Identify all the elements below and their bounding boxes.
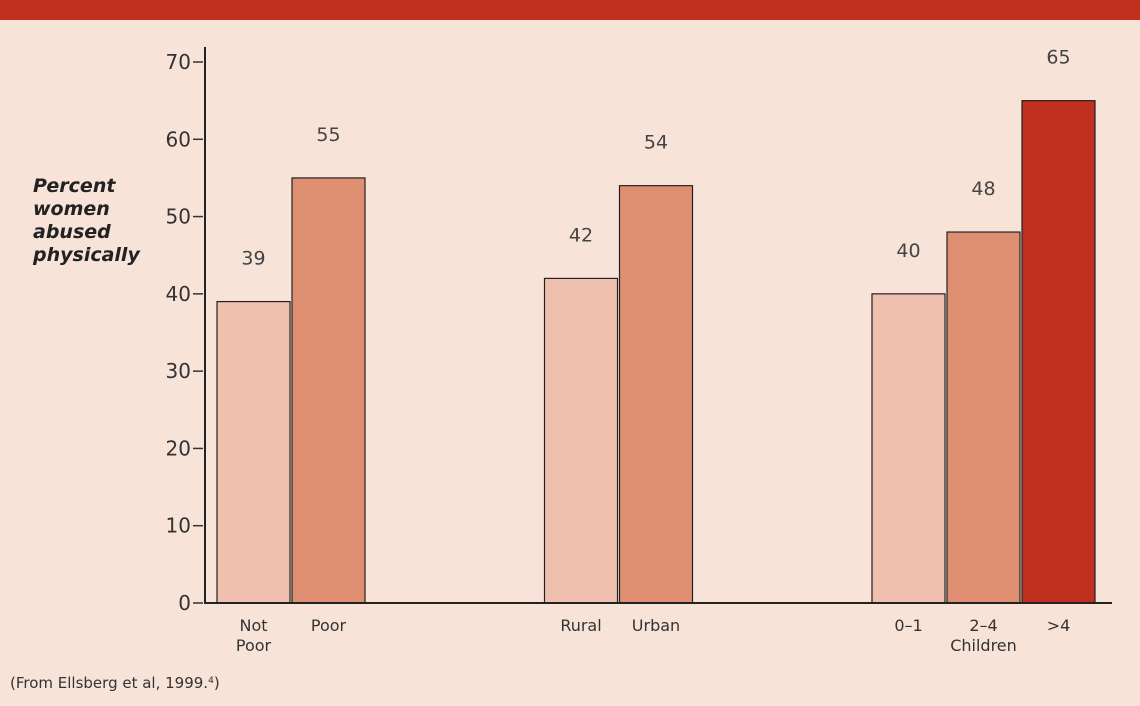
x-tick-label: Not Poor [236, 616, 272, 655]
source-part: ) [214, 674, 220, 692]
bar [543, 277, 619, 604]
x-tick-label: 2–4 [969, 616, 997, 635]
y-axis-label-line: abused [33, 221, 111, 243]
source-part: (From Ellsberg et al, 1999. [10, 674, 208, 692]
y-tick-label: 60 [166, 127, 191, 151]
y-tick-label: 0 [178, 591, 191, 615]
x-tick-label: Poor [311, 616, 347, 635]
x-tick-label-line: Not [239, 616, 267, 635]
x-tick-label: >4 [1047, 616, 1071, 635]
x-tick-label: Urban [632, 616, 680, 635]
bar [871, 293, 946, 604]
data-label: 39 [241, 248, 265, 270]
group-label: Children [950, 636, 1017, 655]
data-label: 55 [316, 124, 340, 146]
y-axis-label-line: Percent [33, 175, 116, 197]
bar [1021, 100, 1096, 604]
y-tick-label: 40 [166, 282, 191, 306]
y-tick-label: 30 [166, 359, 191, 383]
y-axis-label-line: physically [32, 244, 141, 266]
data-label: 54 [644, 132, 668, 154]
top-band [0, 0, 1140, 20]
bar [291, 177, 366, 604]
source-part: 4 [208, 676, 214, 686]
y-axis-label-line: women [33, 198, 110, 220]
y-tick-label: 50 [166, 205, 191, 229]
y-tick-label: 10 [166, 514, 191, 538]
y-tick-label: 20 [166, 436, 191, 460]
data-label: 48 [971, 178, 995, 200]
data-label: 65 [1046, 47, 1070, 69]
x-tick-label-line: Poor [236, 636, 272, 655]
y-axis-label: Percent women abused physically [32, 175, 141, 266]
bar [216, 300, 291, 604]
y-tick-label: 70 [166, 50, 191, 74]
data-label: 40 [896, 240, 920, 262]
x-tick-label: Rural [560, 616, 601, 635]
data-label: 42 [569, 224, 593, 246]
bar [618, 185, 694, 604]
source-note: (From Ellsberg et al, 1999.4) [10, 674, 220, 692]
bar [946, 231, 1021, 604]
x-tick-label: 0–1 [894, 616, 922, 635]
